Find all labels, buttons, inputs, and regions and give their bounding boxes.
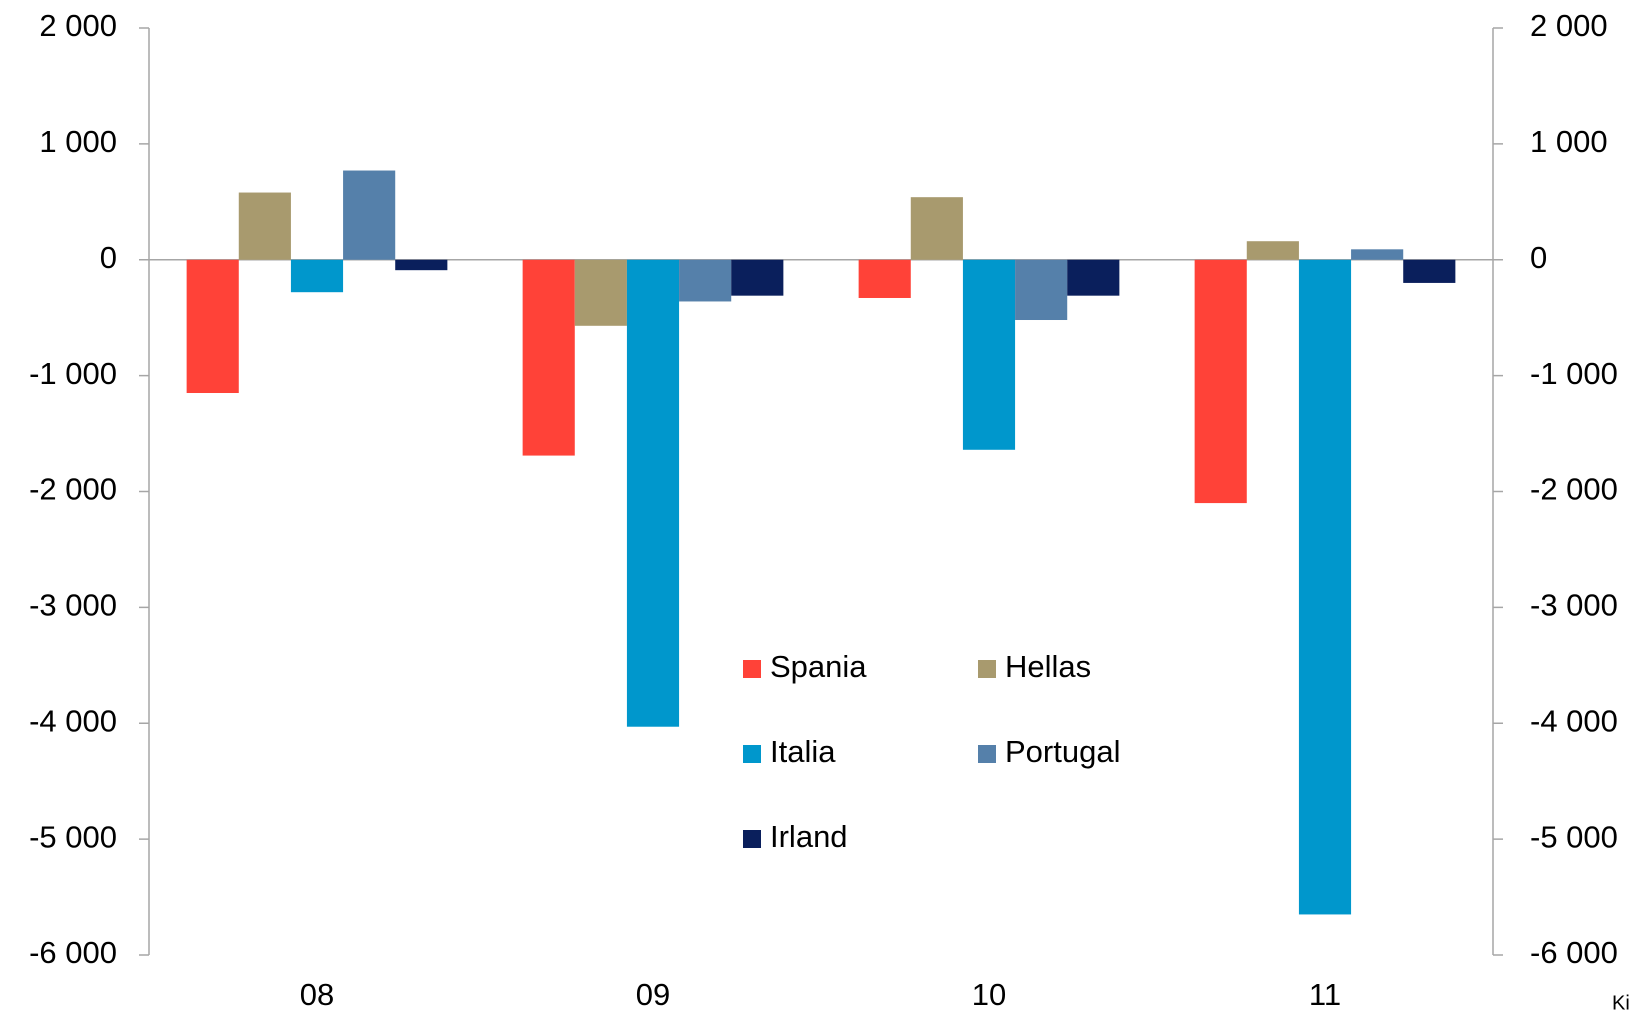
bar: [731, 259, 784, 296]
legend-label: Hellas: [1005, 649, 1091, 684]
bar: [626, 259, 680, 727]
bar: [1351, 249, 1404, 260]
y-tick-label: -4 000: [29, 703, 117, 738]
bar: [343, 170, 396, 260]
y2-tick-label: 2 000: [1530, 8, 1608, 43]
bar: [910, 197, 963, 260]
y-tick-label: 0: [100, 240, 117, 275]
y2-tick-label: 0: [1530, 240, 1547, 275]
bar: [1067, 259, 1120, 296]
bar: [395, 259, 448, 271]
bar: [679, 259, 732, 302]
bar: [574, 259, 627, 326]
x-tick-label: 09: [636, 977, 670, 1012]
legend-label: Irland: [770, 819, 848, 854]
y2-tick-label: -3 000: [1530, 588, 1618, 623]
bar: [962, 259, 1016, 450]
legend-swatch: [743, 745, 761, 763]
bar: [1246, 241, 1299, 260]
y-tick-label: -6 000: [29, 935, 117, 970]
legend-label: Portugal: [1005, 734, 1120, 769]
legend-label: Italia: [770, 734, 836, 769]
y-tick-label: -1 000: [29, 356, 117, 391]
legend-swatch: [743, 830, 761, 848]
y2-tick-label: -4 000: [1530, 703, 1618, 738]
bar: [290, 259, 344, 293]
y-tick-label: 2 000: [39, 8, 117, 43]
y-tick-label: 1 000: [39, 124, 117, 159]
bar: [1015, 259, 1068, 321]
bar: [858, 259, 911, 298]
y-tick-label: -5 000: [29, 819, 117, 854]
legend-swatch: [978, 660, 996, 678]
bar: [1194, 259, 1247, 504]
bar: [1298, 259, 1352, 915]
bar: [1403, 259, 1456, 283]
y2-tick-label: 1 000: [1530, 124, 1608, 159]
source: Ki: [1612, 992, 1630, 1014]
legend-swatch: [743, 660, 761, 678]
y-tick-label: -3 000: [29, 588, 117, 623]
x-tick-label: 08: [300, 977, 334, 1012]
x-tick-label: 11: [1309, 977, 1341, 1012]
bar: [522, 259, 575, 456]
y2-tick-label: -6 000: [1530, 935, 1618, 970]
y2-tick-label: -2 000: [1530, 472, 1618, 507]
x-tick-label: 10: [972, 977, 1006, 1012]
y2-tick-label: -1 000: [1530, 356, 1618, 391]
y2-tick-label: -5 000: [1530, 819, 1618, 854]
y-tick-label: -2 000: [29, 472, 117, 507]
bar: [186, 259, 239, 394]
bar: [238, 192, 291, 260]
legend-swatch: [978, 745, 996, 763]
legend-label: Spania: [770, 649, 867, 684]
